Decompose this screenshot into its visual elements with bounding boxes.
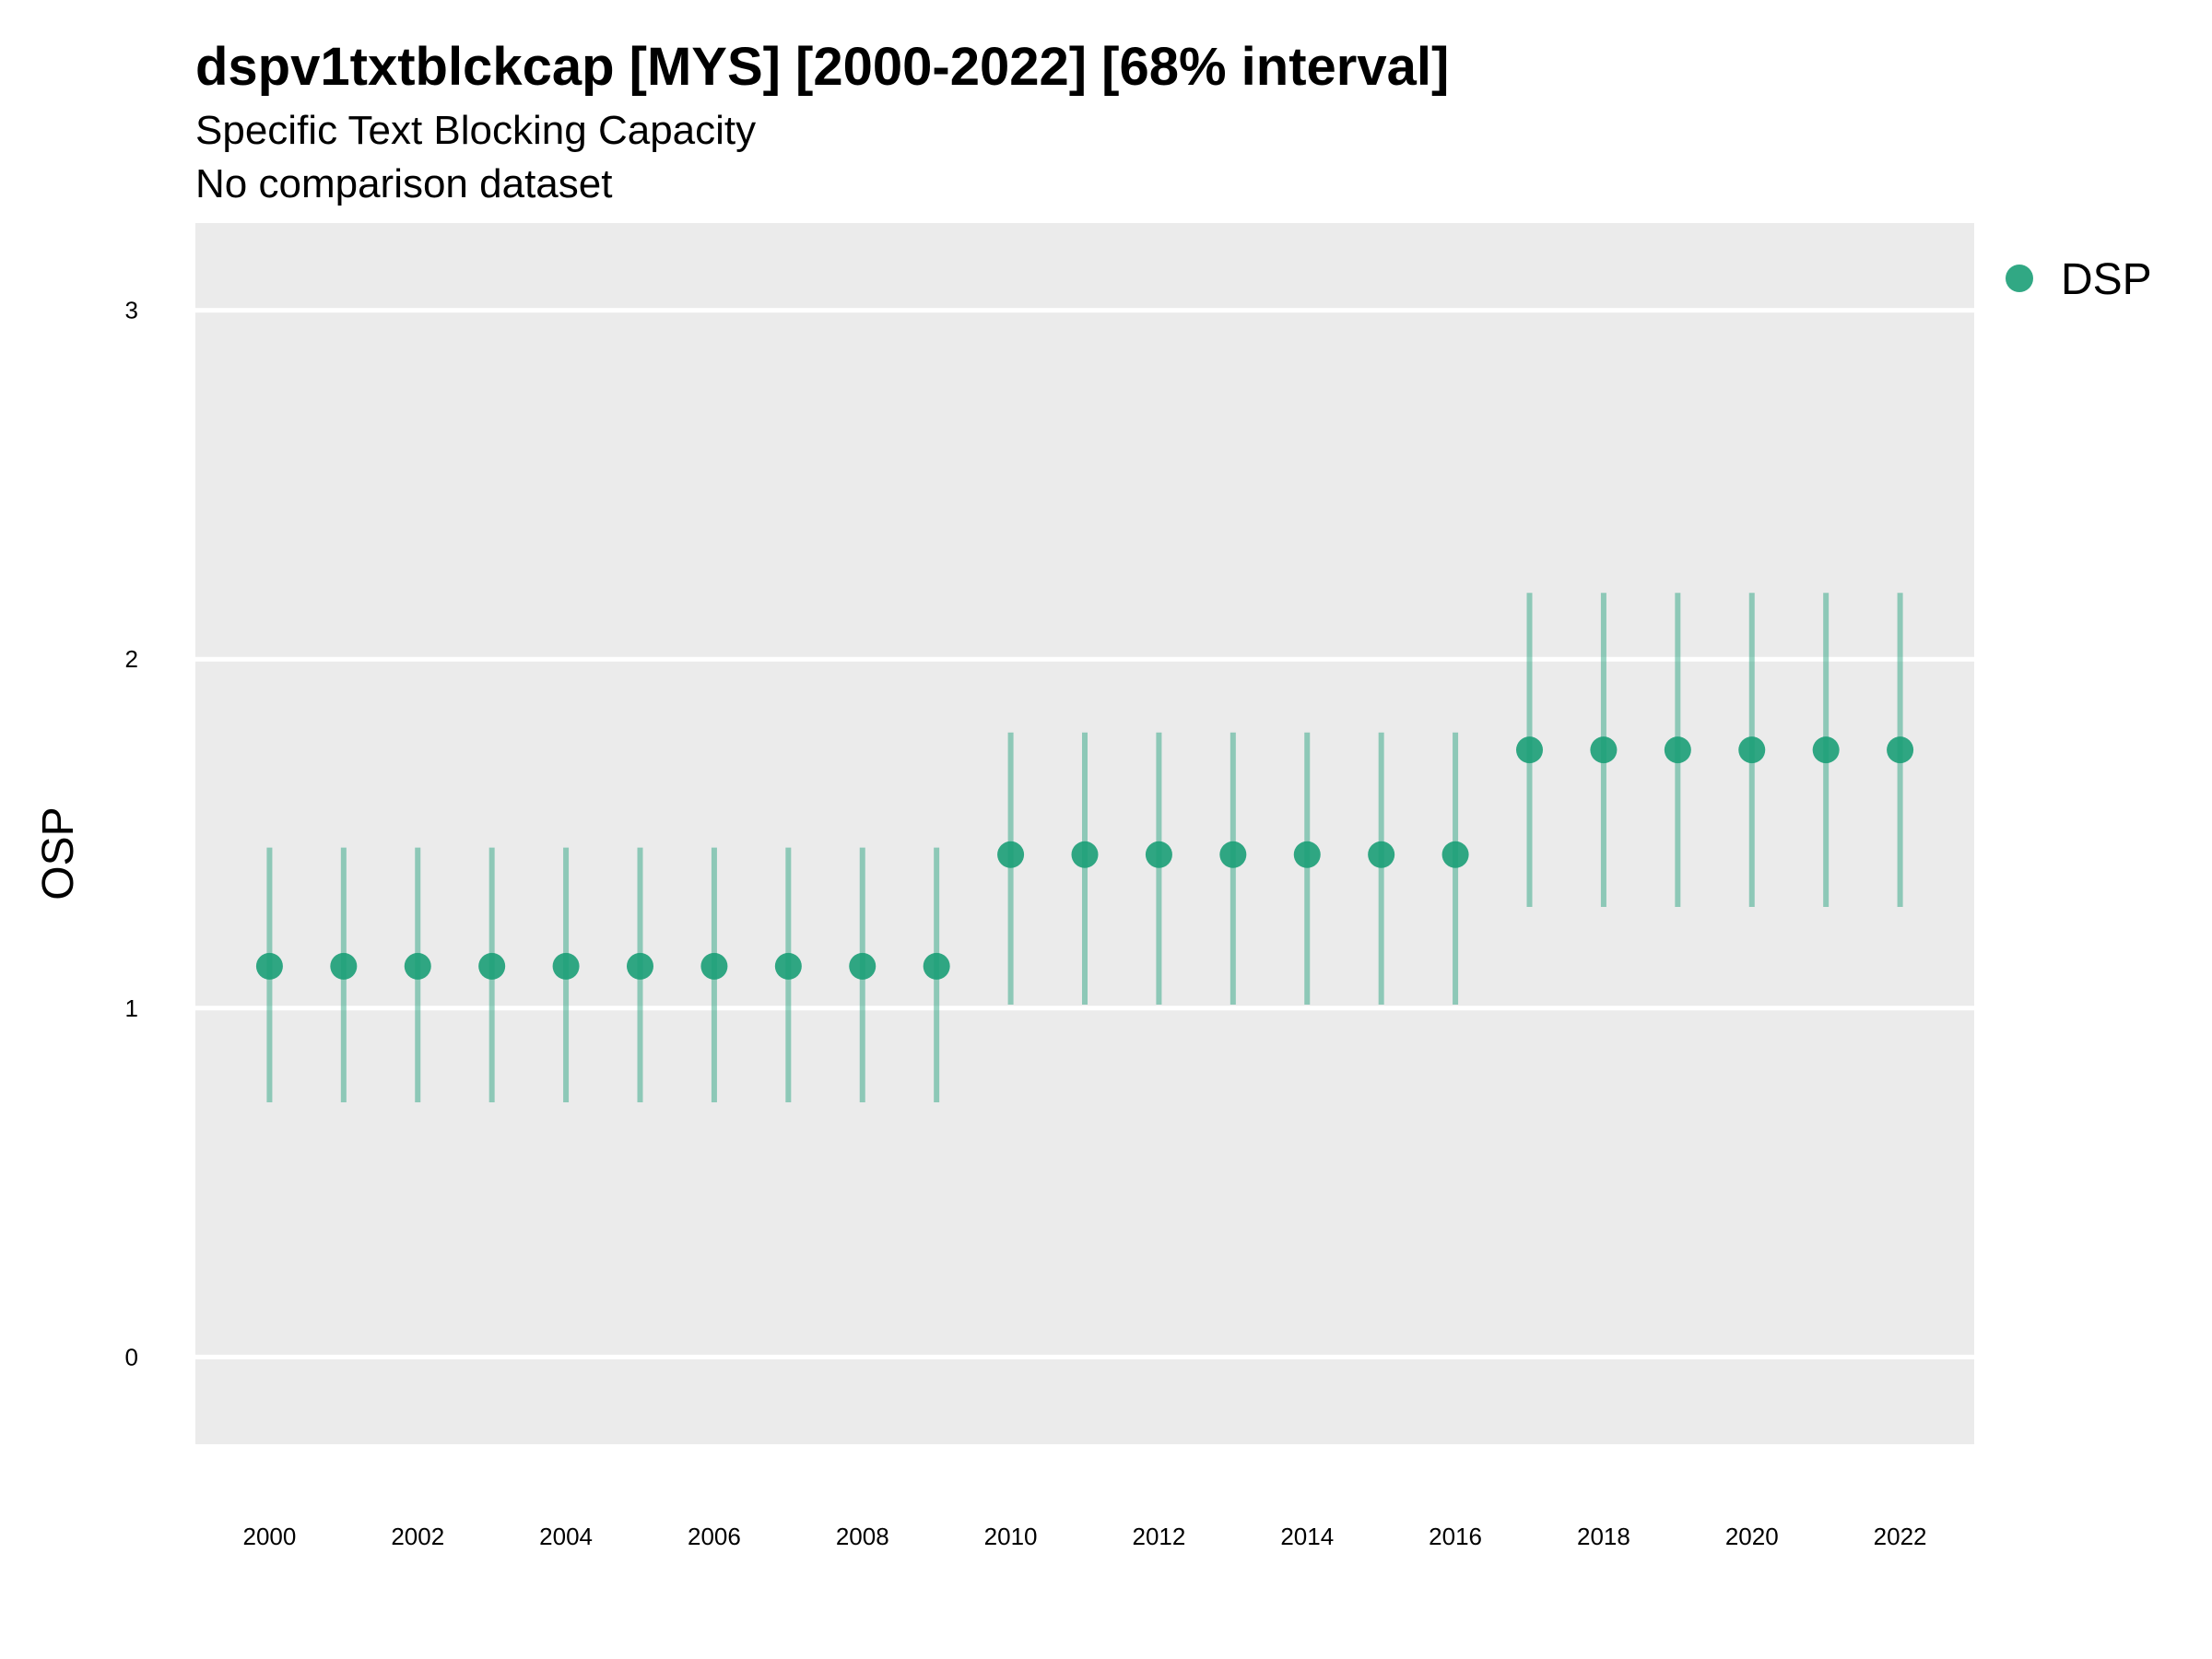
data-point <box>1738 736 1766 764</box>
legend-marker-dsp <box>2006 265 2033 292</box>
y-axis-ticks: 0 1 2 3 <box>125 297 138 1371</box>
data-point <box>1368 841 1395 868</box>
x-tick-label: 2002 <box>391 1523 444 1550</box>
y-tick-label: 0 <box>125 1343 138 1371</box>
data-point <box>255 952 283 980</box>
x-tick-label: 2000 <box>242 1523 296 1550</box>
data-point <box>1812 736 1840 764</box>
x-tick-label: 2008 <box>836 1523 889 1550</box>
x-tick-label: 2018 <box>1577 1523 1630 1550</box>
y-tick-label: 3 <box>125 297 138 324</box>
x-axis-ticks: 2000 2002 2004 2006 2008 2010 2012 2014 2016 2018… <box>242 1523 1926 1550</box>
data-point <box>1145 841 1172 868</box>
legend-label-dsp: DSP <box>2061 255 2152 304</box>
data-point <box>1590 736 1618 764</box>
y-tick-label: 1 <box>125 994 138 1022</box>
x-tick-label: 2016 <box>1429 1523 1482 1550</box>
data-point <box>1664 736 1691 764</box>
y-axis-label: OSP <box>34 806 83 900</box>
legend: DSP <box>2006 255 2152 304</box>
data-point <box>330 952 358 980</box>
data-point <box>552 952 580 980</box>
data-point <box>1441 841 1469 868</box>
chart-subtitle-secondary: No comparison dataset <box>195 161 612 206</box>
plot-panel <box>195 223 1974 1444</box>
data-point <box>627 952 653 980</box>
data-point <box>478 952 506 980</box>
x-tick-label: 2006 <box>688 1523 741 1550</box>
data-point <box>404 952 431 980</box>
x-tick-label: 2014 <box>1280 1523 1334 1550</box>
x-tick-label: 2022 <box>1874 1523 1927 1550</box>
x-tick-label: 2010 <box>984 1523 1038 1550</box>
data-point <box>1219 841 1247 868</box>
data-point <box>774 952 802 980</box>
grid-lines <box>195 308 1974 1359</box>
x-tick-label: 2004 <box>539 1523 593 1550</box>
data-point <box>1293 841 1321 868</box>
x-tick-label: 2012 <box>1132 1523 1185 1550</box>
data-point <box>700 952 728 980</box>
chart-subtitle: Specific Text Blocking Capacity <box>195 108 756 153</box>
data-point <box>923 952 950 980</box>
series-dsp <box>255 593 1914 1102</box>
data-point <box>1887 736 1914 764</box>
data-point <box>849 952 877 980</box>
data-point <box>997 841 1025 868</box>
chart-title: dspv1txtblckcap [MYS] [2000-2022] [68% i… <box>195 37 1449 97</box>
y-tick-label: 2 <box>125 645 138 673</box>
x-tick-label: 2020 <box>1725 1523 1779 1550</box>
data-point <box>1071 841 1099 868</box>
data-point <box>1516 736 1543 764</box>
